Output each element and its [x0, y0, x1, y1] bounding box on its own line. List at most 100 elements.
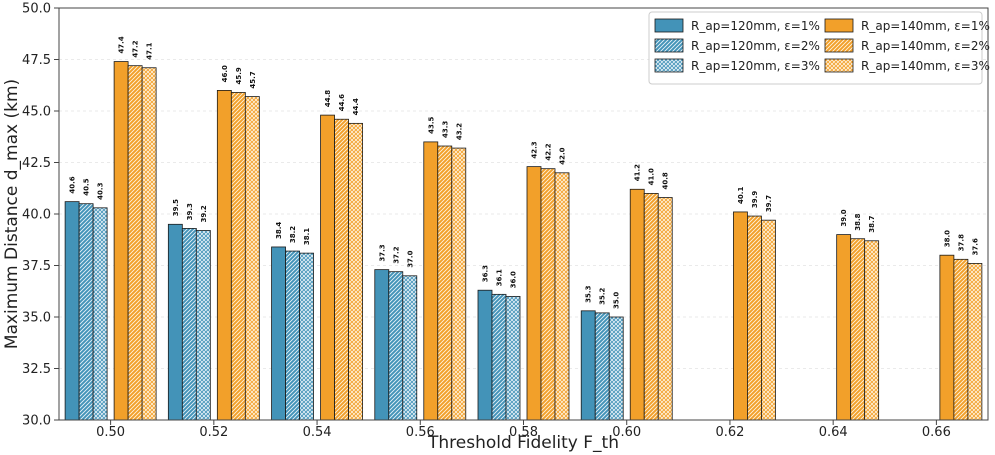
bar-blue-cross [505, 295, 521, 421]
bar-blue-hatch [78, 203, 94, 421]
legend-label: R_ap=120mm, ε=2% [691, 39, 820, 53]
bar-blue-cross [608, 316, 624, 421]
legend-swatch [824, 38, 854, 53]
bar-value-label: 38.2 [289, 226, 297, 243]
bar-orange-solid [423, 141, 439, 421]
bar-value-label: 42.3 [531, 141, 539, 158]
bar-orange-hatch [230, 92, 246, 421]
bar-value-label: 45.7 [249, 71, 257, 88]
legend-label: R_ap=140mm, ε=1% [861, 19, 990, 33]
legend-label: R_ap=140mm, ε=3% [861, 59, 990, 73]
x-tick-label: 0.58 [509, 425, 538, 440]
bar-value-label: 39.0 [840, 209, 848, 226]
bar-value-label: 36.1 [496, 269, 504, 286]
x-tick-label: 0.66 [922, 425, 951, 440]
bar-orange-solid [836, 234, 852, 421]
bar-orange-cross [244, 96, 260, 421]
bar-value-label: 41.0 [648, 168, 656, 185]
bar-blue-hatch [594, 312, 610, 421]
x-tick-label: 0.52 [199, 425, 228, 440]
legend-swatch [824, 58, 854, 73]
bar-value-label: 41.2 [634, 164, 642, 181]
bar-value-label: 35.0 [613, 292, 621, 309]
bar-orange-solid [526, 166, 542, 421]
bar-orange-hatch [643, 192, 659, 421]
bar-blue-solid [477, 289, 493, 421]
bar-value-label: 37.8 [957, 234, 965, 251]
x-tick-label: 0.60 [612, 425, 641, 440]
bar-blue-solid [271, 246, 286, 421]
bar-value-label: 38.8 [854, 213, 862, 230]
bar-value-label: 39.9 [751, 191, 759, 208]
bar-orange-cross [554, 172, 570, 421]
bar-value-label: 35.2 [599, 287, 607, 304]
bar-value-label: 43.2 [455, 123, 463, 140]
bar-orange-hatch [747, 215, 762, 421]
y-tick-label: 42.5 [22, 156, 51, 171]
bar-value-label: 44.4 [352, 98, 360, 115]
bar-orange-cross [141, 67, 157, 421]
x-tick-label: 0.56 [406, 425, 435, 440]
bar-value-label: 46.0 [221, 65, 229, 82]
legend-label: R_ap=120mm, ε=3% [691, 59, 820, 73]
bar-value-label: 38.1 [303, 228, 311, 245]
bar-orange-cross [451, 147, 467, 421]
y-tick-label: 40.0 [22, 208, 51, 223]
bar-value-label: 39.2 [200, 205, 208, 222]
bar-blue-cross [299, 252, 314, 421]
bar-value-label: 39.7 [765, 195, 773, 212]
bar-value-label: 42.2 [545, 143, 553, 160]
bar-orange-solid [113, 61, 129, 421]
legend-swatch [654, 18, 684, 33]
bar-value-label: 37.0 [406, 250, 414, 267]
bar-orange-solid [216, 90, 232, 421]
legend-box [648, 11, 983, 85]
bar-orange-solid [733, 211, 748, 421]
legend-swatch [654, 58, 684, 73]
bar-value-label: 47.1 [146, 42, 154, 59]
legend-swatch [654, 38, 684, 53]
x-tick-label: 0.64 [819, 425, 848, 440]
bar-orange-hatch [437, 145, 453, 421]
bar-orange-cross [967, 263, 983, 421]
bar-value-label: 39.3 [186, 203, 194, 220]
bar-blue-hatch [491, 293, 507, 421]
x-tick-label: 0.62 [715, 425, 744, 440]
data-labels: 40.6 40.5 40.3 47.4 47.2 47.1 39.5 39.3 39.2 46.0… [69, 36, 980, 309]
x-tick-label: 0.54 [303, 425, 332, 440]
bar-blue-cross [402, 275, 418, 421]
bar-value-label: 37.3 [378, 244, 386, 261]
bar-value-label: 40.6 [69, 176, 77, 193]
bar-blue-hatch [181, 228, 197, 421]
bar-blue-cross [195, 230, 211, 421]
bar-blue-solid [167, 223, 183, 421]
bar-value-label: 36.3 [482, 265, 490, 282]
bar-value-label: 47.4 [118, 36, 126, 53]
bar-orange-hatch [127, 65, 143, 421]
y-axis-title: Maximum Distance d_max (km) [2, 79, 22, 349]
bar-orange-solid [320, 114, 335, 421]
x-axis: 0.50 0.52 0.54 0.56 0.58 0.60 0.62 0.64 0.66 [96, 420, 951, 440]
bar-value-label: 37.2 [392, 246, 400, 263]
bar-value-label: 38.4 [275, 222, 283, 239]
y-tick-label: 35.0 [22, 311, 51, 326]
bar-value-label: 44.6 [338, 94, 346, 111]
bar-value-label: 45.9 [235, 67, 243, 84]
bar-orange-hatch [953, 258, 969, 421]
bar-value-label: 43.5 [427, 116, 435, 133]
y-tick-label: 30.0 [22, 414, 51, 429]
bar-value-label: 40.8 [662, 172, 670, 189]
bar-blue-hatch [388, 271, 404, 421]
bar-blue-solid [374, 269, 390, 421]
y-tick-label: 37.5 [22, 259, 51, 274]
bar-value-label: 40.1 [737, 187, 745, 204]
bar-orange-cross [864, 240, 880, 421]
legend-label: R_ap=120mm, ε=1% [691, 19, 820, 33]
legend: R_ap=120mm, ε=1% R_ap=120mm, ε=2% R_ap=120… [648, 11, 990, 85]
y-tick-label: 45.0 [22, 105, 51, 120]
bar-blue-solid [64, 201, 80, 421]
bar-value-label: 42.0 [559, 147, 567, 164]
bar-value-label: 47.2 [132, 40, 140, 57]
bar-orange-hatch [540, 168, 556, 421]
